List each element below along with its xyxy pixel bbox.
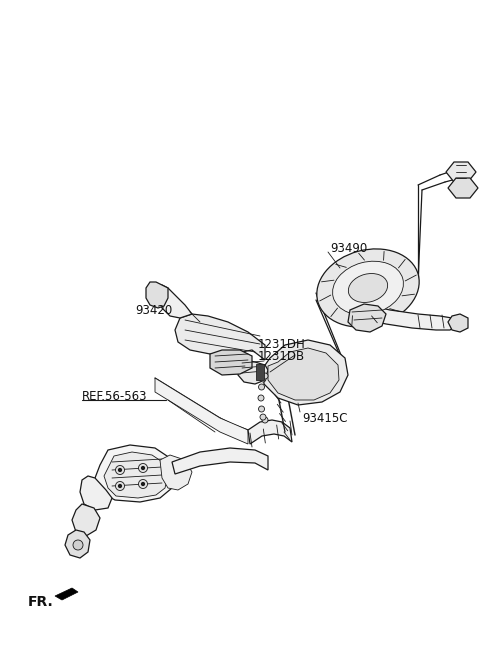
Ellipse shape <box>317 249 419 327</box>
Polygon shape <box>104 452 168 498</box>
Text: 93415C: 93415C <box>302 411 348 424</box>
Circle shape <box>262 373 268 379</box>
Text: 93490: 93490 <box>330 241 367 255</box>
Circle shape <box>139 480 147 489</box>
Polygon shape <box>238 360 268 384</box>
Polygon shape <box>146 282 168 308</box>
Polygon shape <box>80 476 112 510</box>
Circle shape <box>116 466 124 474</box>
Ellipse shape <box>348 274 388 302</box>
Text: REF.56-563: REF.56-563 <box>82 390 147 403</box>
Polygon shape <box>446 162 476 182</box>
Circle shape <box>142 483 144 485</box>
Polygon shape <box>72 504 100 536</box>
Text: 1231DB: 1231DB <box>258 350 305 363</box>
Circle shape <box>260 376 266 382</box>
Polygon shape <box>346 295 458 330</box>
Polygon shape <box>448 314 468 332</box>
Polygon shape <box>158 285 192 318</box>
Circle shape <box>262 417 268 423</box>
Polygon shape <box>172 448 268 474</box>
Circle shape <box>119 468 121 472</box>
Circle shape <box>73 540 83 550</box>
Polygon shape <box>210 350 252 375</box>
Polygon shape <box>55 588 78 600</box>
Polygon shape <box>175 314 265 360</box>
Text: 93420: 93420 <box>135 304 172 316</box>
Circle shape <box>258 395 264 401</box>
Circle shape <box>116 482 124 491</box>
Circle shape <box>119 485 121 487</box>
Polygon shape <box>95 445 175 502</box>
Circle shape <box>260 414 266 420</box>
Polygon shape <box>448 178 478 198</box>
Circle shape <box>259 384 264 390</box>
Circle shape <box>142 466 144 470</box>
Ellipse shape <box>333 261 403 315</box>
Polygon shape <box>256 364 264 380</box>
Polygon shape <box>248 420 292 444</box>
Polygon shape <box>160 455 192 490</box>
Circle shape <box>139 464 147 472</box>
Text: FR.: FR. <box>28 595 54 609</box>
Polygon shape <box>65 530 90 558</box>
Circle shape <box>259 406 264 412</box>
Polygon shape <box>155 378 248 444</box>
Polygon shape <box>263 340 348 405</box>
Polygon shape <box>268 348 339 400</box>
Polygon shape <box>348 304 386 332</box>
Text: 1231DH: 1231DH <box>258 337 306 350</box>
